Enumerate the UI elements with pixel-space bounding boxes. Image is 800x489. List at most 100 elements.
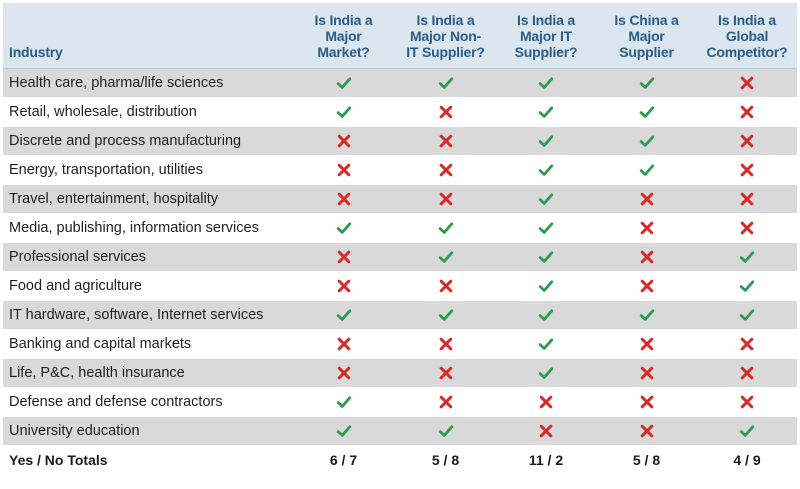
cell-india-major-it-supplier: [496, 242, 596, 272]
check-icon: [538, 162, 554, 178]
cross-icon: [639, 365, 655, 381]
table-footer: Yes / No Totals 6 / 7 5 / 8 11 / 2 5 / 8…: [3, 444, 797, 475]
check-icon: [639, 307, 655, 323]
cross-icon: [639, 191, 655, 207]
header-row: Industry Is India a Major Market? Is Ind…: [3, 3, 797, 68]
cell-india-global-competitor: [697, 126, 797, 156]
cell-india-major-non-it-supplier: [395, 329, 496, 359]
table-body: Health care, pharma/life sciences Retail,…: [3, 68, 797, 446]
cross-icon: [438, 162, 454, 178]
cross-icon: [336, 133, 352, 149]
cross-icon: [538, 394, 554, 410]
check-icon: [336, 423, 352, 439]
table-row: IT hardware, software, Internet services: [3, 300, 797, 330]
cell-china-major-supplier: [596, 97, 697, 127]
cross-icon: [438, 191, 454, 207]
check-icon: [538, 133, 554, 149]
cross-icon: [739, 162, 755, 178]
check-icon: [438, 307, 454, 323]
cell-india-major-it-supplier: [496, 358, 596, 388]
cell-india-major-non-it-supplier: [395, 68, 496, 98]
check-icon: [538, 336, 554, 352]
cross-icon: [438, 278, 454, 294]
table-row: Media, publishing, information services: [3, 213, 797, 243]
check-icon: [538, 249, 554, 265]
check-icon: [538, 191, 554, 207]
cell-india-major-it-supplier: [496, 213, 596, 243]
cell-india-major-it-supplier: [496, 416, 596, 446]
industry-cell: Travel, entertainment, hospitality: [3, 184, 292, 214]
total-china-major-supplier: 5 / 8: [596, 444, 697, 475]
cell-india-major-it-supplier: [496, 271, 596, 301]
cell-india-major-non-it-supplier: [395, 300, 496, 330]
industry-cell: Media, publishing, information services: [3, 213, 292, 243]
cell-india-major-it-supplier: [496, 387, 596, 417]
industry-cell: Health care, pharma/life sciences: [3, 68, 292, 98]
industry-cell: Defense and defense contractors: [3, 387, 292, 417]
cell-india-global-competitor: [697, 300, 797, 330]
cell-china-major-supplier: [596, 387, 697, 417]
industry-cell: Discrete and process manufacturing: [3, 126, 292, 156]
cell-india-global-competitor: [697, 358, 797, 388]
cross-icon: [739, 336, 755, 352]
table-row: University education: [3, 416, 797, 446]
cell-india-major-market: [292, 416, 395, 446]
cell-india-major-market: [292, 213, 395, 243]
cross-icon: [336, 191, 352, 207]
cell-india-major-market: [292, 387, 395, 417]
cell-india-major-market: [292, 358, 395, 388]
cell-india-major-market: [292, 271, 395, 301]
cell-india-global-competitor: [697, 271, 797, 301]
table-row: Life, P&C, health insurance: [3, 358, 797, 388]
cross-icon: [639, 278, 655, 294]
cross-icon: [336, 162, 352, 178]
cell-india-global-competitor: [697, 329, 797, 359]
check-icon: [538, 365, 554, 381]
cell-china-major-supplier: [596, 155, 697, 185]
total-india-major-it-supplier: 11 / 2: [496, 444, 596, 475]
cell-india-major-non-it-supplier: [395, 184, 496, 214]
cross-icon: [336, 278, 352, 294]
cell-india-major-it-supplier: [496, 184, 596, 214]
header-china-major-supplier: Is China a Major Supplier: [596, 3, 697, 68]
cross-icon: [336, 249, 352, 265]
cross-icon: [639, 336, 655, 352]
cell-china-major-supplier: [596, 271, 697, 301]
cross-icon: [438, 133, 454, 149]
check-icon: [739, 423, 755, 439]
cell-india-major-market: [292, 68, 395, 98]
industry-cell: Retail, wholesale, distribution: [3, 97, 292, 127]
cross-icon: [639, 394, 655, 410]
table-row: Travel, entertainment, hospitality: [3, 184, 797, 214]
table-row: Food and agriculture: [3, 271, 797, 301]
cell-india-major-non-it-supplier: [395, 126, 496, 156]
header-industry: Industry: [3, 3, 292, 68]
cell-china-major-supplier: [596, 329, 697, 359]
cell-china-major-supplier: [596, 126, 697, 156]
check-icon: [438, 220, 454, 236]
check-icon: [336, 394, 352, 410]
check-icon: [336, 75, 352, 91]
check-icon: [639, 75, 655, 91]
check-icon: [438, 423, 454, 439]
cell-india-major-it-supplier: [496, 300, 596, 330]
comparison-table-container: Industry Is India a Major Market? Is Ind…: [3, 3, 797, 475]
check-icon: [739, 249, 755, 265]
industry-comparison-table: Industry Is India a Major Market? Is Ind…: [3, 3, 797, 475]
cell-china-major-supplier: [596, 358, 697, 388]
cell-china-major-supplier: [596, 242, 697, 272]
cross-icon: [739, 75, 755, 91]
cell-india-global-competitor: [697, 242, 797, 272]
check-icon: [538, 220, 554, 236]
cross-icon: [438, 365, 454, 381]
check-icon: [538, 278, 554, 294]
cell-india-major-market: [292, 97, 395, 127]
cross-icon: [438, 394, 454, 410]
cell-india-major-market: [292, 329, 395, 359]
total-india-major-non-it-supplier: 5 / 8: [395, 444, 496, 475]
check-icon: [538, 104, 554, 120]
total-india-major-market: 6 / 7: [292, 444, 395, 475]
cell-china-major-supplier: [596, 213, 697, 243]
cell-india-global-competitor: [697, 155, 797, 185]
cross-icon: [639, 220, 655, 236]
